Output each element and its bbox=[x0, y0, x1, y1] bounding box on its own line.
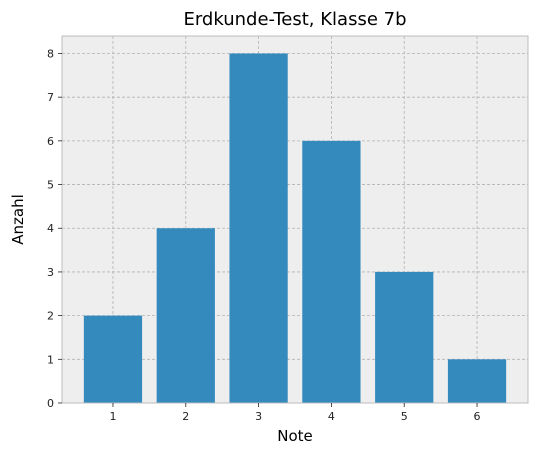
x-tick-label: 4 bbox=[328, 410, 335, 423]
y-tick-label: 4 bbox=[47, 222, 54, 235]
x-tick-label: 6 bbox=[474, 410, 481, 423]
y-axis-label: Anzahl bbox=[9, 194, 27, 245]
x-axis-ticks: 1 2 3 4 5 6 bbox=[109, 403, 481, 423]
x-tick-label: 1 bbox=[109, 410, 116, 423]
y-tick-label: 7 bbox=[47, 91, 54, 104]
y-tick-label: 1 bbox=[47, 353, 54, 366]
bar-note-3 bbox=[229, 53, 288, 403]
bar-note-2 bbox=[156, 228, 215, 403]
bar-note-5 bbox=[375, 271, 434, 403]
x-tick-label: 5 bbox=[401, 410, 408, 423]
x-tick-label: 3 bbox=[255, 410, 262, 423]
bar-note-1 bbox=[83, 315, 143, 403]
y-tick-label: 6 bbox=[47, 135, 54, 148]
y-tick-label: 0 bbox=[47, 397, 54, 410]
x-axis-label: Note bbox=[277, 427, 313, 445]
bar-note-6 bbox=[447, 359, 507, 403]
x-tick-label: 2 bbox=[182, 410, 189, 423]
chart-title: Erdkunde-Test, Klasse 7b bbox=[183, 9, 406, 30]
plot-frame bbox=[61, 35, 529, 404]
bar-note-4 bbox=[302, 140, 361, 403]
y-tick-label: 2 bbox=[47, 310, 54, 323]
y-tick-label: 3 bbox=[47, 266, 54, 279]
y-axis-ticks: 0 1 2 3 4 5 6 7 8 bbox=[47, 47, 62, 410]
y-tick-label: 8 bbox=[47, 47, 54, 60]
y-tick-label: 5 bbox=[47, 179, 54, 192]
bars bbox=[83, 53, 507, 403]
